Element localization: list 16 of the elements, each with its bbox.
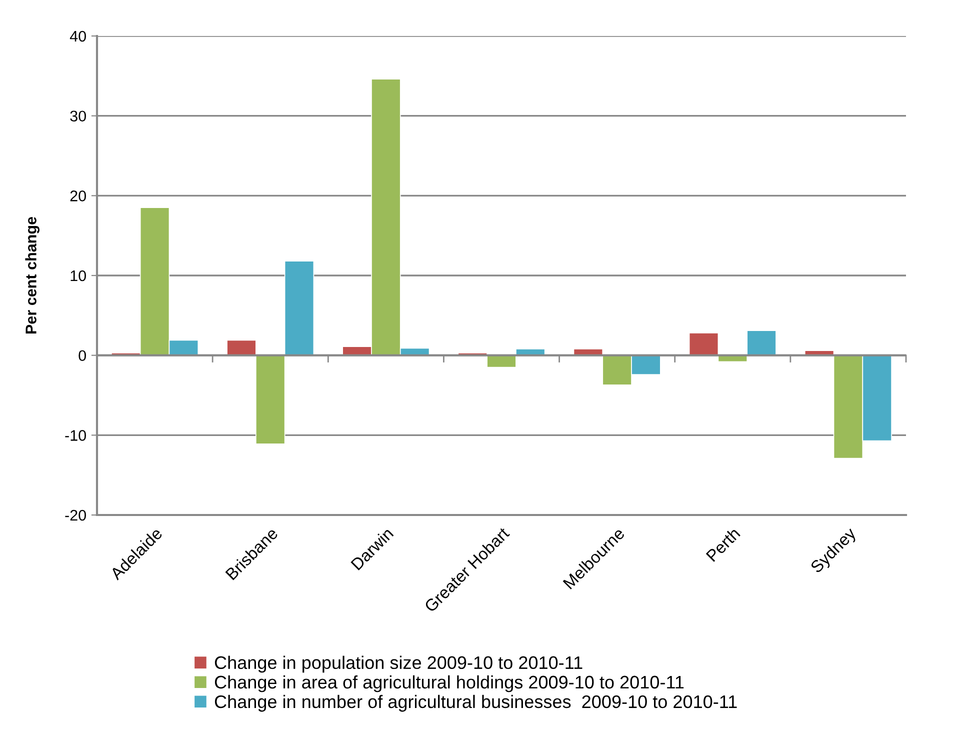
- legend-label: Change in population size 2009-10 to 2010-11: [214, 656, 582, 673]
- bar: [255, 354, 286, 444]
- y-tick-label: 10: [70, 270, 86, 282]
- y-tick-label: 30: [70, 110, 86, 122]
- y-tick-label: -10: [65, 430, 86, 441]
- bar: [226, 340, 256, 356]
- legend-label: Change in area of agricultural holdings 2009-10 to 2010-11: [214, 675, 684, 692]
- bar: [746, 330, 776, 356]
- bar: [688, 332, 719, 356]
- y-axis-title: Per cent change: [25, 217, 40, 334]
- y-tick-label: -20: [65, 510, 86, 521]
- bar: [284, 260, 314, 356]
- y-tick-label: 20: [70, 190, 86, 202]
- y-tick-label: 0: [78, 350, 86, 362]
- legend-label: Change in number of agricultural businesses 2009-10 to 2010-11: [214, 694, 737, 712]
- y-tick-label: 40: [70, 30, 86, 42]
